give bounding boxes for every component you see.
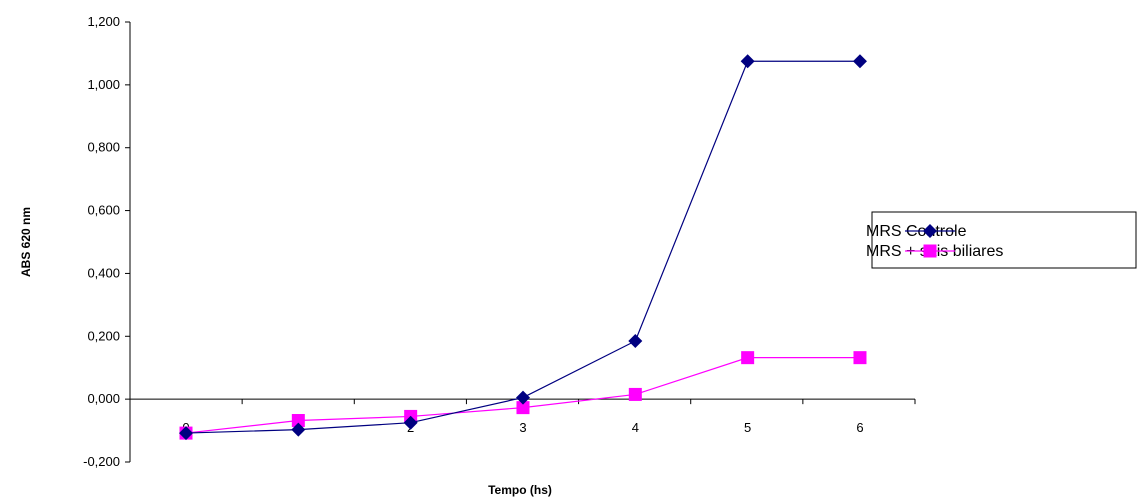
- legend-box: [871, 211, 1137, 269]
- x-tick-label: 5: [744, 420, 751, 435]
- series-1-point: [628, 387, 642, 401]
- x-tick-label: 3: [519, 420, 526, 435]
- plot-area: -0,200 0,000 0,200 0,400 0,600 0,800 1,000 1,20…: [83, 14, 916, 469]
- series-0-point: [403, 415, 418, 430]
- y-tick-label: 1,000: [87, 77, 120, 92]
- series-1-point: [741, 351, 755, 365]
- series-0-point: [628, 334, 643, 348]
- y-axis-title: ABS 620 nm: [19, 207, 33, 277]
- legend-marker: [923, 244, 937, 258]
- y-tick-label: 0,600: [87, 203, 120, 218]
- y-tick-label: -0,200: [83, 454, 120, 469]
- series-1-point: [516, 401, 530, 415]
- series-0-point: [291, 422, 306, 437]
- series-line-0: [185, 60, 860, 434]
- series-1-point: [291, 414, 305, 428]
- y-tick-label: 0,200: [87, 328, 120, 343]
- x-tick-label: 4: [632, 420, 639, 435]
- y-tick-label: 0,800: [87, 140, 120, 155]
- x-tick-label: 6: [856, 420, 863, 435]
- series-0-point: [179, 426, 193, 441]
- x-axis-title: Tempo (hs): [488, 483, 552, 497]
- series-0-point: [852, 54, 867, 69]
- y-tick-label: 0,000: [87, 391, 120, 406]
- y-tick-label: 0,400: [87, 265, 120, 280]
- legend-marker: [923, 224, 937, 238]
- series-1-point: [853, 351, 867, 365]
- series-0-point: [515, 390, 530, 405]
- series-0-point: [740, 54, 755, 69]
- y-tick-label: 1,200: [87, 14, 120, 29]
